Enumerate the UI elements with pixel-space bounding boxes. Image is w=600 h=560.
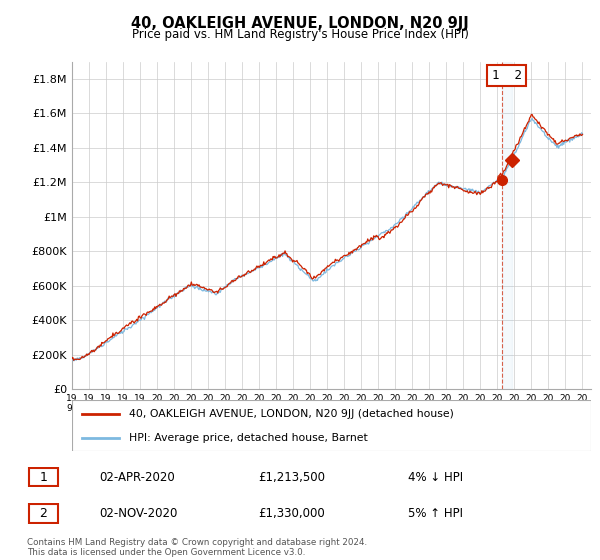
Text: £1,213,500: £1,213,500 — [258, 470, 325, 484]
Text: 1  2: 1 2 — [491, 69, 521, 82]
Text: 2: 2 — [40, 507, 47, 520]
Bar — [502, 62, 512, 389]
Text: 1: 1 — [40, 470, 47, 484]
Text: 40, OAKLEIGH AVENUE, LONDON, N20 9JJ (detached house): 40, OAKLEIGH AVENUE, LONDON, N20 9JJ (de… — [129, 409, 454, 419]
Text: HPI: Average price, detached house, Barnet: HPI: Average price, detached house, Barn… — [129, 433, 368, 443]
Text: Price paid vs. HM Land Registry's House Price Index (HPI): Price paid vs. HM Land Registry's House … — [131, 28, 469, 41]
Text: Contains HM Land Registry data © Crown copyright and database right 2024.
This d: Contains HM Land Registry data © Crown c… — [27, 538, 367, 557]
Text: 40, OAKLEIGH AVENUE, LONDON, N20 9JJ: 40, OAKLEIGH AVENUE, LONDON, N20 9JJ — [131, 16, 469, 31]
Text: 5% ↑ HPI: 5% ↑ HPI — [408, 507, 463, 520]
Text: 02-NOV-2020: 02-NOV-2020 — [99, 507, 178, 520]
Text: 4% ↓ HPI: 4% ↓ HPI — [408, 470, 463, 484]
Text: 02-APR-2020: 02-APR-2020 — [99, 470, 175, 484]
Text: £1,330,000: £1,330,000 — [258, 507, 325, 520]
